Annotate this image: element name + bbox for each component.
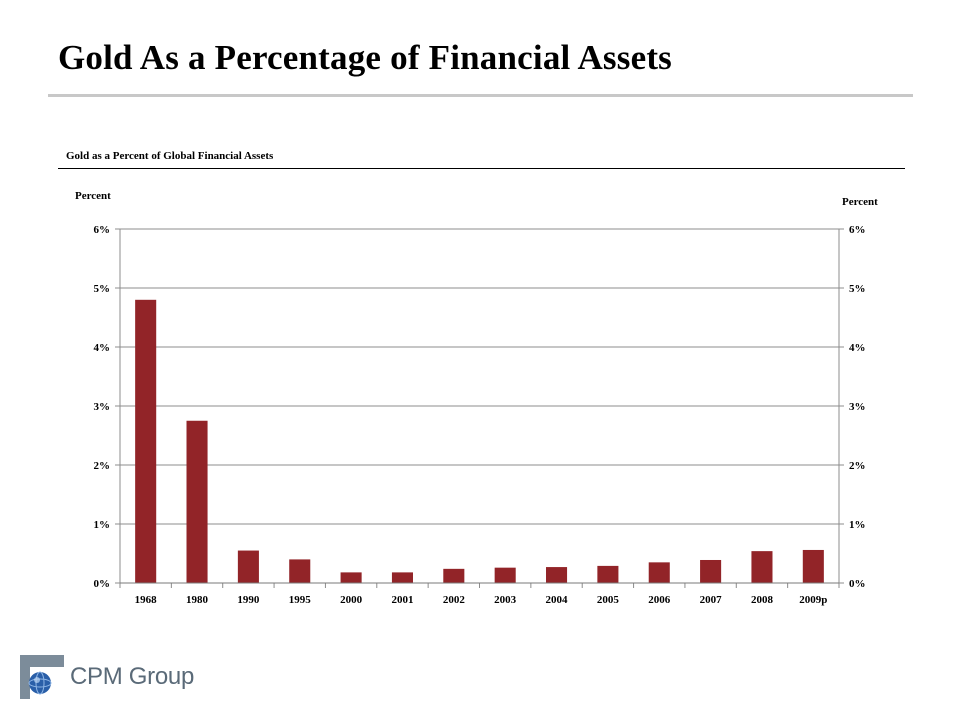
x-tick-label: 2001 xyxy=(391,594,413,606)
title-divider xyxy=(48,94,913,97)
bar-1980 xyxy=(186,420,208,583)
bar-2001 xyxy=(391,572,413,583)
y-tick-label-left: 0% xyxy=(94,578,111,590)
bars xyxy=(135,299,824,583)
x-tick-label: 1968 xyxy=(135,594,158,606)
page-title: Gold As a Percentage of Financial Assets xyxy=(58,38,672,77)
y-tick-label-right: 3% xyxy=(849,401,866,413)
bar-1995 xyxy=(289,559,311,583)
company-logo: CPM Group xyxy=(20,655,200,703)
y-tick-label-right: 4% xyxy=(849,342,866,354)
x-tick-label: 2005 xyxy=(597,594,620,606)
x-tick-label: 2003 xyxy=(494,594,517,606)
x-tick-label: 1990 xyxy=(237,594,260,606)
y-tick-label-left: 6% xyxy=(94,224,111,236)
chart-title-divider xyxy=(58,168,905,169)
y-tick-label-right: 6% xyxy=(849,224,866,236)
x-tick-label: 2004 xyxy=(546,594,569,606)
y-tick-label-right: 2% xyxy=(849,460,866,472)
bar-1990 xyxy=(237,550,259,583)
bar-2008 xyxy=(751,551,773,583)
x-tick-label: 2002 xyxy=(443,594,466,606)
y-axis-title-left: Percent xyxy=(75,190,111,202)
chart-title: Gold as a Percent of Global Financial As… xyxy=(66,150,274,162)
y-tick-label-left: 2% xyxy=(94,460,111,472)
bar-2002 xyxy=(443,568,465,583)
y-tick-label-left: 4% xyxy=(94,342,111,354)
x-tick-label: 2006 xyxy=(648,594,671,606)
y-tick-label-left: 3% xyxy=(94,401,111,413)
x-tick-label: 2000 xyxy=(340,594,363,606)
x-tick-label: 2008 xyxy=(751,594,774,606)
x-tick-label: 2007 xyxy=(700,594,723,606)
y-tick-label-right: 5% xyxy=(849,283,866,295)
y-tick-label-left: 5% xyxy=(94,283,111,295)
bar-2004 xyxy=(546,567,568,583)
x-tick-label: 2009p xyxy=(799,594,827,606)
globe-logo-icon xyxy=(20,655,64,699)
bar-2000 xyxy=(340,572,362,583)
bar-2006 xyxy=(648,562,670,583)
bar-2009p xyxy=(802,549,824,583)
bar-1968 xyxy=(135,299,157,583)
logo-text: CPM Group xyxy=(70,663,195,690)
y-tick-label-right: 0% xyxy=(849,578,866,590)
gridlines xyxy=(120,228,839,584)
y-axis-title-right: Percent xyxy=(842,196,878,208)
bar-2007 xyxy=(700,559,722,583)
x-tick-label: 1995 xyxy=(289,594,312,606)
bar-2005 xyxy=(597,565,619,583)
bar-2003 xyxy=(494,567,516,583)
y-tick-label-left: 1% xyxy=(94,519,111,531)
y-tick-label-right: 1% xyxy=(849,519,866,531)
x-tick-label: 1980 xyxy=(186,594,209,606)
axes: 0% 0% 1% 1% 2% 2% 3% 3% 4% 4% 5% 5% 6% 6% 1968 1980 1990… xyxy=(94,224,866,606)
